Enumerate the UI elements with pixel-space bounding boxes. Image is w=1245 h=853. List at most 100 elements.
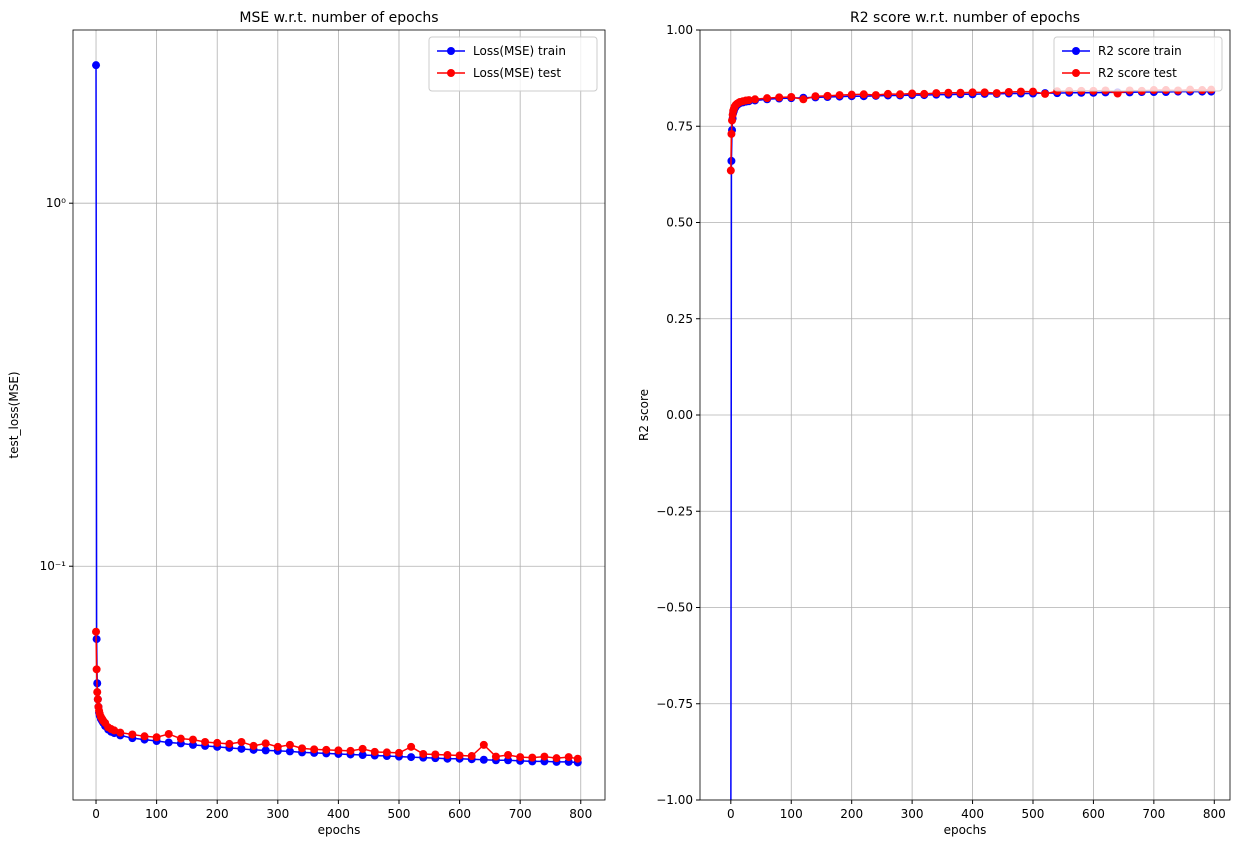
data-point — [491, 752, 500, 761]
y-tick-label: −0.75 — [656, 697, 693, 711]
data-point — [152, 733, 161, 742]
data-point — [176, 734, 185, 743]
chart-title: R2 score w.r.t. number of epochs — [850, 10, 1080, 26]
data-point — [419, 749, 428, 758]
data-point — [540, 752, 549, 761]
data-point — [164, 738, 173, 747]
data-point — [249, 741, 258, 750]
data-point — [322, 745, 331, 754]
y-tick-label: 10⁻¹ — [40, 559, 67, 573]
data-point — [334, 746, 343, 755]
legend: Loss(MSE) train Loss(MSE) test — [428, 36, 598, 92]
data-point — [394, 748, 403, 757]
data-point — [1016, 87, 1025, 96]
data-point — [504, 750, 513, 759]
data-point — [728, 116, 737, 125]
data-point — [908, 89, 917, 98]
data-point — [479, 755, 488, 764]
x-tick-label: 0 — [727, 807, 735, 821]
subplot: 0 100 200 300 400 500 600 700 800 10⁰ 10⁻¹ MSE w.r.… — [7, 10, 606, 837]
x-tick-label: 500 — [388, 807, 411, 821]
data-point — [528, 753, 537, 762]
series-line — [730, 90, 1212, 800]
data-point — [1004, 87, 1013, 96]
data-point — [1113, 89, 1122, 98]
data-point — [455, 751, 464, 760]
data-point — [811, 92, 820, 101]
legend-box — [428, 36, 598, 92]
x-tick-label: 0 — [92, 807, 100, 821]
plot-area — [92, 61, 582, 767]
data-point — [261, 739, 270, 748]
data-point — [727, 129, 736, 138]
legend-label: Loss(MSE) test — [473, 66, 561, 80]
data-point — [573, 754, 582, 763]
data-point — [128, 730, 137, 739]
data-point — [261, 746, 270, 755]
data-point — [847, 90, 856, 99]
data-point — [237, 737, 246, 746]
x-tick-label: 100 — [780, 807, 803, 821]
data-point — [516, 753, 525, 762]
y-tick-label: −0.25 — [656, 504, 693, 518]
x-tick-label: 400 — [327, 807, 350, 821]
data-point — [763, 94, 772, 103]
legend-marker — [1072, 47, 1080, 55]
y-axis-label: R2 score — [637, 389, 651, 441]
x-tick-label: 800 — [569, 807, 592, 821]
y-tick-label: −0.50 — [656, 601, 693, 615]
x-tick-label: 600 — [448, 807, 471, 821]
data-point — [213, 738, 222, 747]
x-tick-label: 200 — [206, 807, 229, 821]
data-point — [956, 88, 965, 97]
legend-marker — [447, 47, 455, 55]
data-point — [358, 744, 367, 753]
data-point — [116, 728, 125, 737]
y-tick-label: 10⁰ — [46, 196, 66, 210]
chart-title: MSE w.r.t. number of epochs — [239, 10, 438, 26]
x-tick-label: 200 — [840, 807, 863, 821]
data-point — [467, 752, 476, 761]
data-point — [407, 753, 416, 762]
data-point — [479, 740, 488, 749]
data-point — [896, 90, 905, 99]
x-tick-label: 300 — [266, 807, 289, 821]
plot-area — [726, 85, 1216, 800]
data-point — [871, 91, 880, 100]
legend-marker — [1072, 69, 1080, 77]
y-tick-label: 0.00 — [666, 408, 693, 422]
legend-box — [1053, 36, 1223, 92]
data-point — [564, 753, 573, 762]
series-line — [95, 65, 578, 764]
data-point — [285, 747, 294, 756]
y-tick-label: 0.75 — [666, 119, 693, 133]
data-point — [92, 627, 101, 636]
x-tick-label: 800 — [1203, 807, 1226, 821]
data-point — [992, 89, 1001, 98]
data-point — [92, 665, 101, 674]
data-point — [407, 742, 416, 751]
data-point — [140, 732, 149, 741]
data-point — [726, 166, 735, 175]
x-tick-label: 400 — [961, 807, 984, 821]
data-point — [382, 748, 391, 757]
legend-label: R2 score train — [1098, 44, 1182, 58]
data-point — [1041, 89, 1050, 98]
data-point — [750, 95, 759, 104]
y-tick-label: 1.00 — [666, 23, 693, 37]
data-point — [188, 735, 197, 744]
x-tick-label: 500 — [1022, 807, 1045, 821]
data-point — [744, 96, 753, 105]
legend: R2 score train R2 score test — [1053, 36, 1223, 92]
x-axis-label: epochs — [944, 823, 987, 837]
x-tick-label: 300 — [901, 807, 924, 821]
x-tick-label: 700 — [509, 807, 532, 821]
legend-marker — [447, 69, 455, 77]
y-tick-label: 0.25 — [666, 312, 693, 326]
x-tick-label: 100 — [145, 807, 168, 821]
data-point — [310, 745, 319, 754]
data-point — [298, 744, 307, 753]
y-tick-label: 0.50 — [666, 216, 693, 230]
data-point — [358, 750, 367, 759]
